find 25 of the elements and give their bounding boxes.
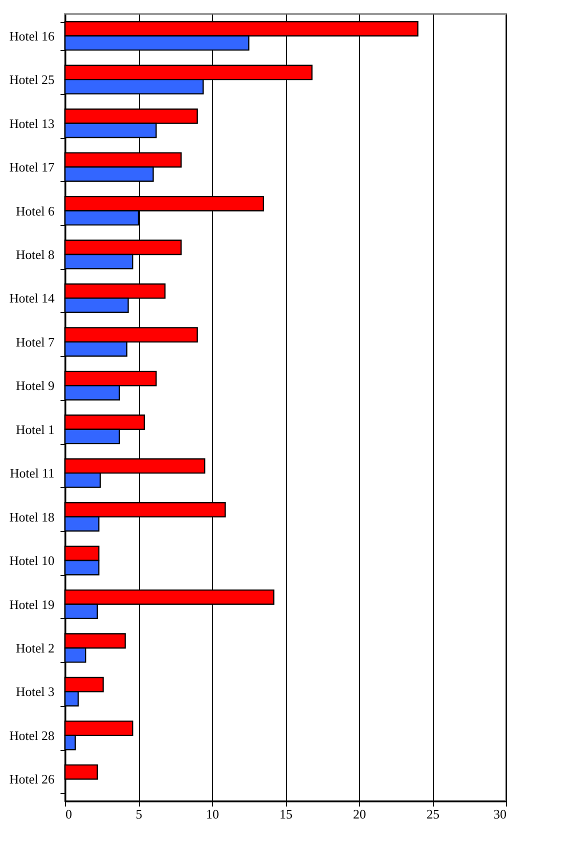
y-tick-label: Hotel 3 xyxy=(16,684,54,700)
y-tick-label: Hotel 19 xyxy=(9,596,54,612)
y-tick-label: Hotel 13 xyxy=(9,116,54,131)
y-tick-label: Hotel 10 xyxy=(9,553,54,568)
y-tick-label: Hotel 18 xyxy=(9,509,54,524)
y-tick-label: Hotel 25 xyxy=(9,72,54,88)
x-tick-label: 20 xyxy=(353,806,366,822)
x-tick-label: 30 xyxy=(494,806,506,822)
x-tick-label: 25 xyxy=(426,806,440,822)
x-tick-label: 5 xyxy=(136,806,142,822)
y-tick-label: Hotel 11 xyxy=(10,466,54,481)
y-tick-label: Hotel 9 xyxy=(16,378,54,394)
x-tick-label: 10 xyxy=(206,806,219,822)
x-tick-label: 15 xyxy=(280,806,292,822)
y-tick-label: Hotel 7 xyxy=(16,334,55,350)
y-tick-label: Hotel 8 xyxy=(16,246,54,262)
y-tick-label: Hotel 16 xyxy=(9,28,55,44)
y-tick-label: Hotel 2 xyxy=(16,640,54,656)
y-tick-label: Hotel 26 xyxy=(9,772,55,787)
y-tick-label: Hotel 1 xyxy=(16,422,54,437)
y-tick-label: Hotel 14 xyxy=(9,290,55,306)
x-tick-label: 0 xyxy=(66,806,72,822)
y-tick-label: Hotel 17 xyxy=(9,160,55,175)
y-tick-label: Hotel 28 xyxy=(9,728,54,743)
y-tick-label: Hotel 6 xyxy=(16,203,55,218)
